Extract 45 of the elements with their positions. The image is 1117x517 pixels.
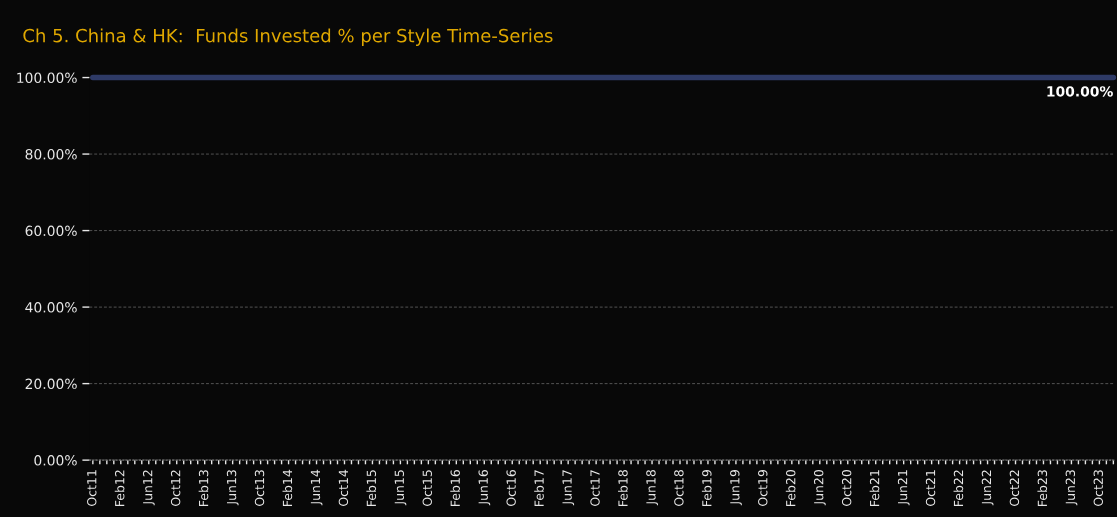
y-tick-label: 100.00%	[17, 72, 77, 84]
x-tick-label: Jun13	[226, 470, 239, 506]
x-tick-label: Jun20	[813, 469, 826, 506]
data-label: 100.00%	[1047, 86, 1113, 97]
x-tick-label: Oct22	[1009, 470, 1020, 506]
x-tick-label: Feb20	[785, 469, 796, 506]
x-tick-label: Oct14	[338, 469, 349, 506]
y-tick-label: 80.00%	[25, 149, 77, 160]
x-tick-label: Jun19	[730, 470, 742, 506]
x-tick-label: Oct20	[841, 469, 852, 506]
x-tick-label: Feb19	[701, 470, 712, 506]
x-tick-label: Feb22	[953, 470, 964, 506]
x-tick-label: Feb12	[114, 470, 125, 506]
x-tick-label: Feb21	[869, 470, 880, 506]
x-tick-label: Oct15	[422, 470, 432, 506]
x-tick-label: Jun14	[310, 469, 323, 506]
x-tick-label: Feb15	[366, 470, 377, 506]
x-tick-label: Oct18	[674, 470, 684, 506]
x-tick-label: Jun22	[981, 470, 994, 506]
x-tick-label: Feb13	[198, 470, 209, 506]
x-tick-label: Oct12	[170, 470, 181, 506]
x-tick-label: Feb18	[618, 470, 628, 506]
x-tick-label: Jun18	[646, 470, 658, 506]
x-tick-label: Oct17	[590, 470, 600, 506]
x-tick-label: Jun16	[478, 469, 491, 506]
y-tick-label: 40.00%	[25, 302, 77, 313]
y-tick-label: 20.00%	[25, 378, 77, 390]
x-tick-label: Oct13	[254, 470, 265, 506]
x-tick-label: Feb14	[282, 469, 293, 506]
y-tick-label: 0.00%	[34, 455, 77, 466]
x-tick-label: Feb23	[1037, 470, 1048, 506]
y-tick-label: 60.00%	[25, 225, 77, 237]
x-tick-label: Jun17	[562, 470, 575, 506]
x-tick-label: Jun12	[142, 470, 155, 506]
x-tick-label: Feb17	[534, 470, 544, 506]
x-tick-label: Feb16	[450, 469, 460, 506]
x-tick-label: Oct23	[1093, 470, 1104, 506]
x-tick-label: Oct16	[506, 469, 516, 506]
x-tick-label: Jun21	[897, 470, 910, 506]
chart-title: Ch 5. China & HK: Funds Invested % per Style Time-Series	[23, 28, 553, 46]
x-tick-label: Oct21	[925, 470, 936, 506]
x-tick-label: Jun15	[394, 470, 407, 506]
x-tick-label: Jun23	[1065, 470, 1078, 506]
x-tick-label: Oct11	[87, 470, 97, 506]
x-tick-label: Oct19	[758, 470, 768, 506]
